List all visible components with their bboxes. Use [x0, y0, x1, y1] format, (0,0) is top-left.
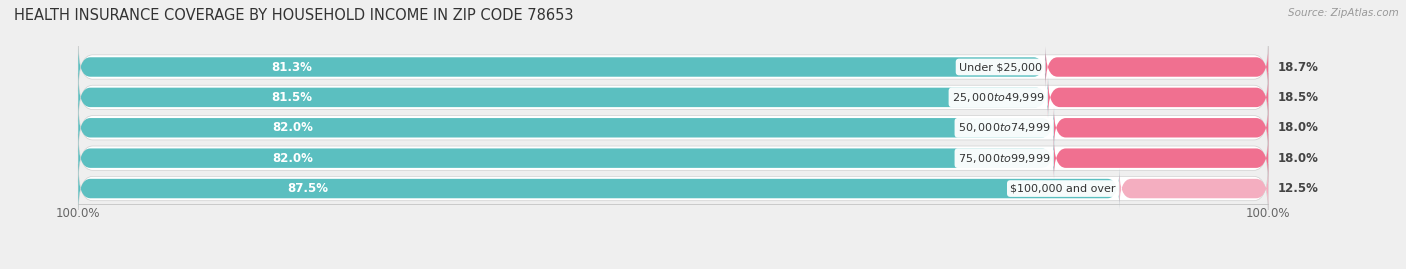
- Text: HEALTH INSURANCE COVERAGE BY HOUSEHOLD INCOME IN ZIP CODE 78653: HEALTH INSURANCE COVERAGE BY HOUSEHOLD I…: [14, 8, 574, 23]
- FancyBboxPatch shape: [79, 168, 1119, 209]
- Text: $100,000 and over: $100,000 and over: [1011, 183, 1116, 194]
- FancyBboxPatch shape: [79, 164, 1268, 213]
- FancyBboxPatch shape: [1119, 168, 1268, 209]
- FancyBboxPatch shape: [79, 104, 1268, 152]
- FancyBboxPatch shape: [1046, 46, 1268, 88]
- Text: 82.0%: 82.0%: [273, 121, 314, 134]
- Text: 12.5%: 12.5%: [1278, 182, 1319, 195]
- Text: 18.5%: 18.5%: [1278, 91, 1319, 104]
- FancyBboxPatch shape: [1047, 77, 1268, 118]
- Text: $50,000 to $74,999: $50,000 to $74,999: [957, 121, 1050, 134]
- Text: 87.5%: 87.5%: [287, 182, 328, 195]
- FancyBboxPatch shape: [1054, 137, 1268, 179]
- FancyBboxPatch shape: [79, 137, 1054, 179]
- Text: 18.0%: 18.0%: [1278, 152, 1319, 165]
- FancyBboxPatch shape: [79, 134, 1268, 182]
- Text: 81.3%: 81.3%: [271, 61, 312, 73]
- FancyBboxPatch shape: [79, 107, 1054, 148]
- Text: $25,000 to $49,999: $25,000 to $49,999: [952, 91, 1045, 104]
- FancyBboxPatch shape: [79, 43, 1268, 91]
- FancyBboxPatch shape: [79, 77, 1047, 118]
- Text: $75,000 to $99,999: $75,000 to $99,999: [957, 152, 1050, 165]
- Text: Under $25,000: Under $25,000: [959, 62, 1042, 72]
- Text: 18.0%: 18.0%: [1278, 121, 1319, 134]
- FancyBboxPatch shape: [1054, 107, 1268, 148]
- Text: Source: ZipAtlas.com: Source: ZipAtlas.com: [1288, 8, 1399, 18]
- Text: 82.0%: 82.0%: [273, 152, 314, 165]
- Text: 18.7%: 18.7%: [1278, 61, 1319, 73]
- Text: 100.0%: 100.0%: [56, 207, 101, 220]
- Text: 100.0%: 100.0%: [1246, 207, 1291, 220]
- FancyBboxPatch shape: [79, 73, 1268, 122]
- FancyBboxPatch shape: [79, 46, 1046, 88]
- Text: 81.5%: 81.5%: [271, 91, 312, 104]
